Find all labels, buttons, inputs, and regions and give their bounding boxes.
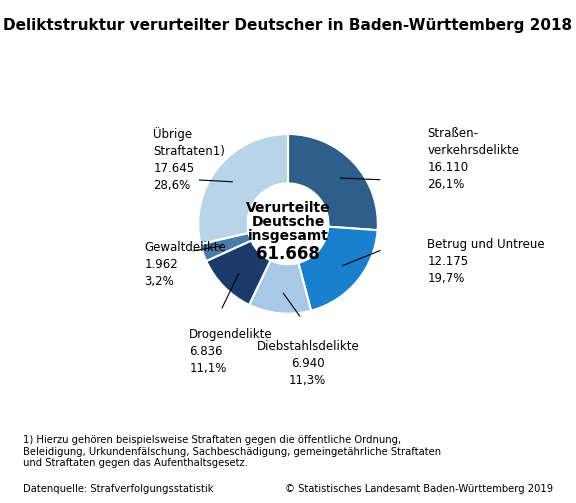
Text: Gewaltdelikte
1.962
3,2%: Gewaltdelikte 1.962 3,2%: [144, 241, 226, 288]
Wedge shape: [288, 134, 378, 230]
Text: Verurteilte: Verurteilte: [246, 201, 330, 215]
Wedge shape: [200, 233, 251, 261]
Text: Datenquelle: Strafverfolgungsstatistik: Datenquelle: Strafverfolgungsstatistik: [23, 484, 214, 494]
Text: Betrug und Untreue
12.175
19,7%: Betrug und Untreue 12.175 19,7%: [427, 238, 545, 285]
Wedge shape: [298, 227, 378, 311]
Text: Übrige
Straftaten1)
17.645
28,6%: Übrige Straftaten1) 17.645 28,6%: [153, 127, 225, 192]
Wedge shape: [198, 134, 288, 244]
Text: 61.668: 61.668: [256, 245, 320, 264]
Text: Deutsche: Deutsche: [251, 215, 325, 229]
Text: Straßen-
verkehrsdelikte
16.110
26,1%: Straßen- verkehrsdelikte 16.110 26,1%: [427, 127, 519, 191]
Text: 1) Hierzu gehören beispielsweise Straftaten gegen die öffentliche Ordnung,
Belei: 1) Hierzu gehören beispielsweise Strafta…: [23, 435, 441, 468]
Text: Diebstahlsdelikte
6.940
11,3%: Diebstahlsdelikte 6.940 11,3%: [256, 340, 359, 387]
Text: insgesamt: insgesamt: [248, 229, 328, 243]
Text: Drogendelikte
6.836
11,1%: Drogendelikte 6.836 11,1%: [189, 328, 273, 375]
Wedge shape: [206, 240, 271, 305]
Text: Deliktstruktur verurteilter Deutscher in Baden-Württemberg 2018: Deliktstruktur verurteilter Deutscher in…: [3, 18, 573, 33]
Text: © Statistisches Landesamt Baden-Württemberg 2019: © Statistisches Landesamt Baden-Württemb…: [285, 484, 553, 494]
Wedge shape: [249, 260, 311, 314]
